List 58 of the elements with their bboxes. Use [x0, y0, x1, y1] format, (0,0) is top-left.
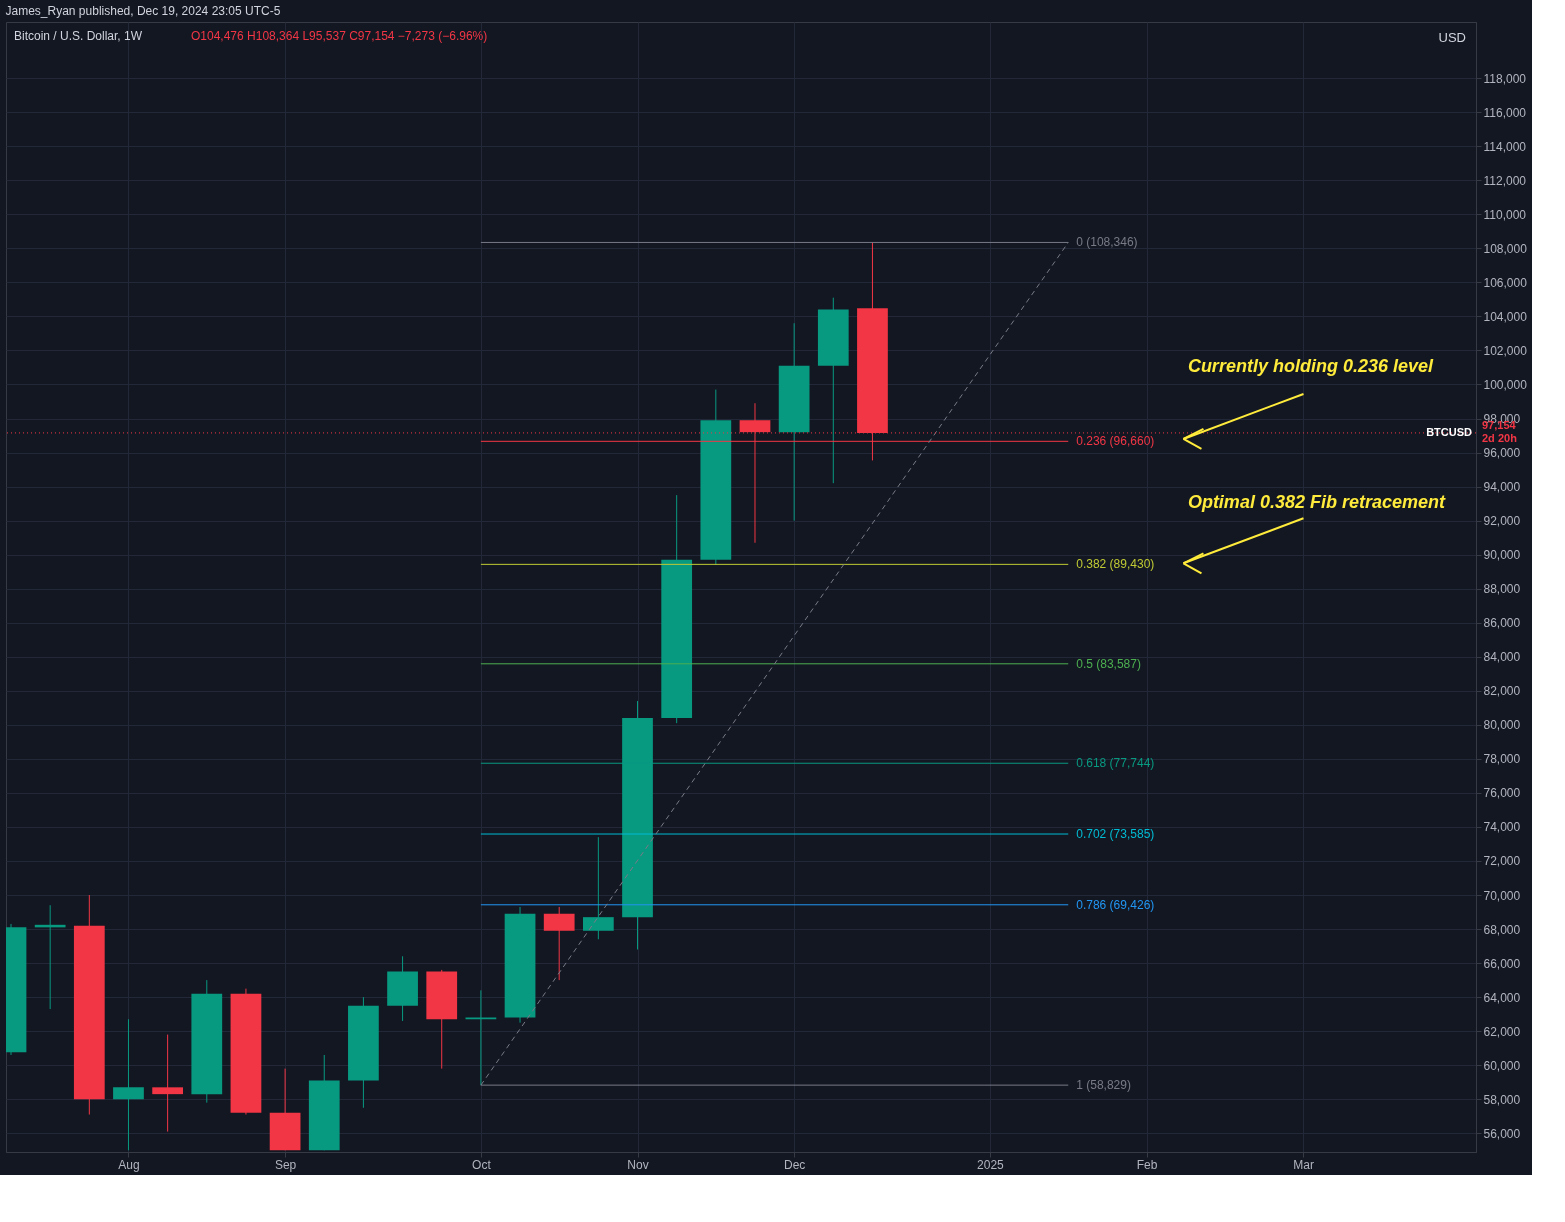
- series-label: 0.236 (96,660): [1076, 434, 1155, 449]
- series-label: 0.5 (83,587): [1076, 656, 1141, 671]
- y-tick-label: 100,000: [1483, 377, 1528, 392]
- y-tick-label: 82,000: [1483, 684, 1521, 699]
- y-tick-label: 118,000: [1483, 71, 1527, 86]
- annotation: USD: [1438, 30, 1466, 45]
- x-tick-label: Sep: [274, 1157, 297, 1172]
- series-label: 0.382 (89,430): [1076, 557, 1155, 572]
- y-tick-label: 84,000: [1483, 650, 1521, 665]
- x-tick-label: Mar: [1293, 1157, 1315, 1172]
- x-tick-label: Nov: [627, 1157, 649, 1172]
- series-label: 1 (58,829): [1076, 1078, 1131, 1093]
- text: James_Ryan published, Dec 19, 2024 23:05 UTC-5: [5, 4, 281, 18]
- y-tick-label: 92,000: [1483, 514, 1521, 529]
- y-tick-label: 62,000: [1483, 1024, 1521, 1039]
- text: Bitcoin / U.S. Dollar, 1W: [14, 29, 143, 43]
- y-tick-label: 96,000: [1483, 446, 1521, 461]
- series-label: 0.786 (69,426): [1076, 897, 1155, 912]
- y-tick-label: 110,000: [1483, 207, 1527, 222]
- y-tick-label: 76,000: [1483, 786, 1521, 801]
- y-tick-label: 114,000: [1483, 139, 1527, 154]
- series-label: 0.702 (73,585): [1076, 827, 1155, 842]
- y-tick-label: 94,000: [1483, 480, 1521, 495]
- y-tick-label: 74,000: [1483, 820, 1521, 835]
- y-tick-label: 66,000: [1483, 956, 1521, 971]
- y-tick-label: 88,000: [1483, 582, 1521, 597]
- candlestick: [582, 836, 614, 940]
- y-tick-label: 108,000: [1483, 241, 1528, 256]
- x-tick-label: Dec: [783, 1157, 806, 1172]
- candlestick: [113, 1018, 144, 1151]
- x-tick-label: 2025: [977, 1157, 1005, 1172]
- series-label: 0 (108,346): [1076, 235, 1138, 250]
- y-tick-label: 70,000: [1483, 888, 1521, 903]
- x-tick-label: Feb: [1136, 1157, 1158, 1172]
- x-tick-label: Aug: [118, 1157, 140, 1172]
- x-tick-label: Oct: [472, 1157, 492, 1172]
- annotation: Optimal 0.382 Fib retracement: [1187, 492, 1446, 513]
- text: 2d 20h: [1482, 431, 1518, 444]
- annotation: Currently holding 0.236 level: [1187, 355, 1434, 376]
- y-tick-label: 64,000: [1483, 990, 1521, 1005]
- candlestick: [152, 1034, 183, 1133]
- y-tick-label: 102,000: [1483, 343, 1528, 358]
- y-tick-label: 90,000: [1483, 548, 1521, 563]
- y-tick-label: 112,000: [1483, 173, 1527, 188]
- y-tick-label: 68,000: [1483, 922, 1521, 937]
- y-tick-label: 116,000: [1483, 105, 1527, 120]
- y-tick-label: 72,000: [1483, 854, 1521, 869]
- y-tick-label: 104,000: [1483, 309, 1528, 324]
- y-tick-label: 58,000: [1483, 1092, 1521, 1107]
- text: O104,476 H108,364 L95,537 C97,154 −7,273 (−6.96%): [191, 29, 488, 43]
- y-tick-label: 78,000: [1483, 752, 1521, 767]
- y-tick-label: 56,000: [1483, 1126, 1521, 1141]
- y-tick-label: 86,000: [1483, 616, 1521, 631]
- y-tick-label: 60,000: [1483, 1058, 1521, 1073]
- y-tick-label: 106,000: [1483, 275, 1528, 290]
- y-tick-label: 80,000: [1483, 718, 1521, 733]
- series-label: 0.618 (77,744): [1076, 756, 1155, 771]
- ref-line-label: BTCUSD: [1426, 425, 1473, 438]
